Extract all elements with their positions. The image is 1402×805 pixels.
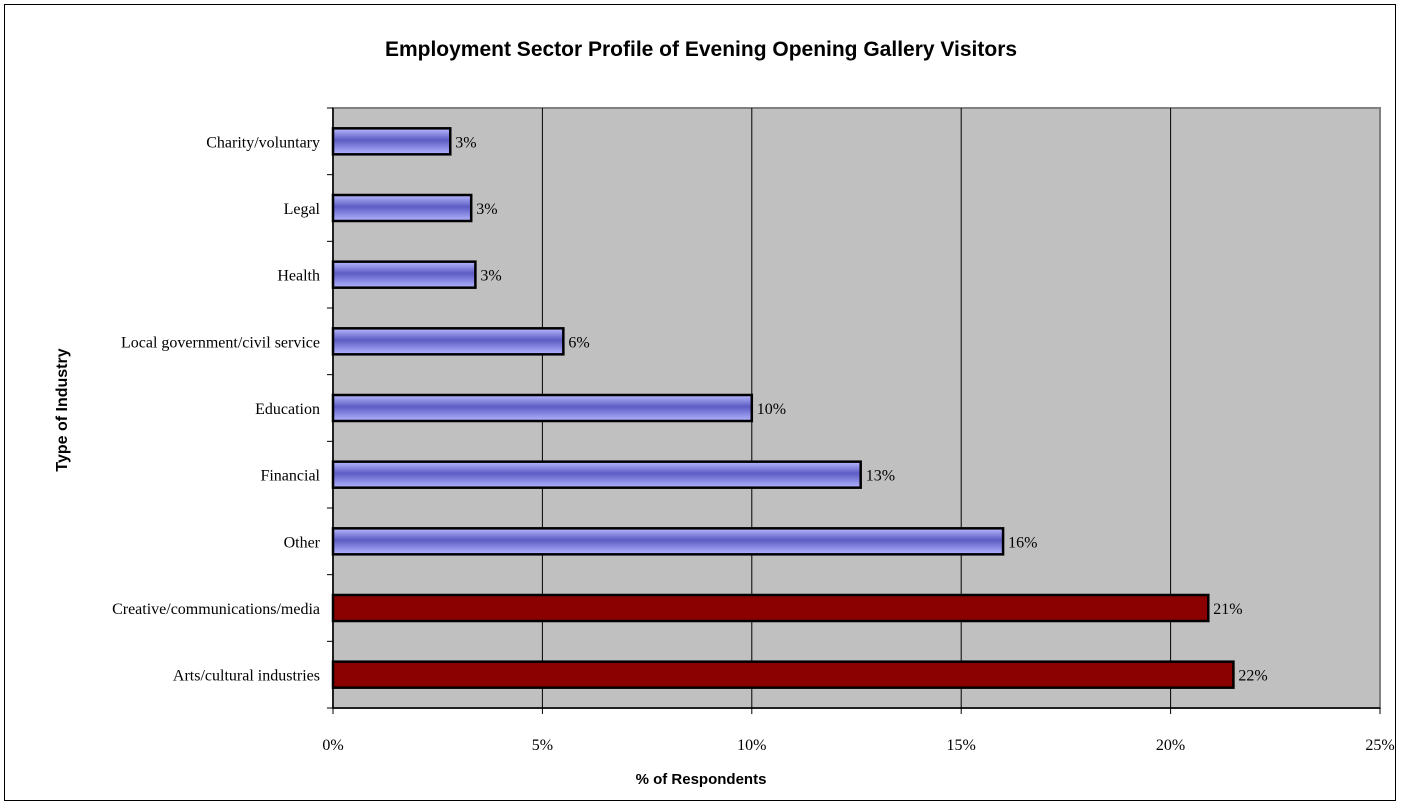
data-label: 13% <box>866 468 895 485</box>
data-label: 6% <box>568 334 589 351</box>
bar <box>331 260 477 289</box>
category-label: Health <box>277 268 320 285</box>
bar <box>331 327 565 356</box>
data-label: 22% <box>1238 668 1267 685</box>
x-tick-label: 0% <box>322 737 343 754</box>
bar <box>331 660 1235 689</box>
bar <box>331 193 473 223</box>
data-label: 16% <box>1008 534 1037 551</box>
data-label: 3% <box>476 201 497 218</box>
bar <box>331 593 1210 623</box>
category-label: Creative/communications/media <box>112 601 320 618</box>
data-label: 10% <box>757 401 786 418</box>
bar <box>331 460 862 489</box>
x-tick-label: 5% <box>532 737 553 754</box>
bar <box>331 393 754 423</box>
x-tick-label: 15% <box>947 737 976 754</box>
chart-title: Employment Sector Profile of Evening Ope… <box>384 38 1018 61</box>
x-tick-label: 25% <box>1365 737 1394 754</box>
x-axis-label: % of Respondents <box>635 771 767 788</box>
x-tick-label: 10% <box>737 737 766 754</box>
category-label: Arts/cultural industries <box>173 668 320 685</box>
category-label: Financial <box>260 468 320 485</box>
category-label: Local government/civil service <box>121 334 320 351</box>
category-label: Other <box>284 534 321 551</box>
category-label: Education <box>255 401 320 418</box>
category-label: Legal <box>284 201 321 218</box>
data-label: 3% <box>455 134 476 151</box>
bar <box>331 127 452 156</box>
x-tick-label: 20% <box>1156 737 1185 754</box>
data-label: 3% <box>480 268 501 285</box>
data-label: 21% <box>1213 601 1242 618</box>
bar <box>331 527 1005 556</box>
category-label: Charity/voluntary <box>206 134 320 151</box>
